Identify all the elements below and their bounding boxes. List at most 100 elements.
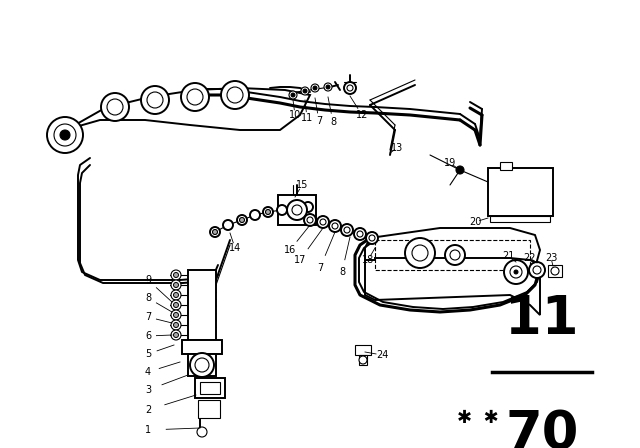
- Text: 18: 18: [362, 255, 374, 265]
- Text: 9: 9: [145, 275, 151, 285]
- Circle shape: [359, 356, 367, 364]
- Circle shape: [317, 216, 329, 228]
- Circle shape: [514, 270, 518, 274]
- Circle shape: [510, 266, 522, 278]
- Text: 11: 11: [301, 113, 313, 123]
- Bar: [182, 340, 222, 354]
- Circle shape: [450, 250, 460, 260]
- Circle shape: [173, 313, 179, 318]
- Circle shape: [171, 320, 181, 330]
- Circle shape: [287, 200, 307, 220]
- Circle shape: [354, 228, 366, 240]
- Bar: [488, 168, 553, 216]
- Circle shape: [223, 220, 233, 230]
- Circle shape: [101, 93, 129, 121]
- Text: 15: 15: [296, 180, 308, 190]
- Bar: [188, 354, 216, 376]
- Text: 5: 5: [145, 349, 151, 359]
- Bar: [375, 240, 530, 270]
- Circle shape: [171, 330, 181, 340]
- Circle shape: [47, 117, 83, 153]
- Circle shape: [171, 300, 181, 310]
- Circle shape: [304, 214, 316, 226]
- Bar: [355, 345, 371, 355]
- Circle shape: [187, 89, 203, 105]
- Text: 23: 23: [545, 253, 557, 263]
- Circle shape: [292, 206, 298, 211]
- Circle shape: [504, 260, 528, 284]
- Circle shape: [237, 215, 247, 225]
- Circle shape: [445, 245, 465, 265]
- Polygon shape: [55, 88, 310, 145]
- Text: 13: 13: [391, 143, 403, 153]
- Circle shape: [173, 323, 179, 327]
- Bar: [548, 265, 562, 277]
- Circle shape: [221, 81, 249, 109]
- Text: 24: 24: [376, 350, 388, 360]
- Circle shape: [239, 217, 244, 223]
- Circle shape: [197, 427, 207, 437]
- Circle shape: [227, 87, 243, 103]
- Circle shape: [551, 267, 559, 275]
- Text: 6: 6: [145, 331, 151, 341]
- Circle shape: [347, 85, 353, 91]
- Bar: [490, 216, 550, 222]
- Text: 20: 20: [469, 217, 481, 227]
- Circle shape: [266, 210, 271, 215]
- Text: 1: 1: [145, 425, 151, 435]
- Bar: [188, 270, 216, 340]
- Polygon shape: [365, 258, 540, 315]
- Circle shape: [141, 86, 169, 114]
- Bar: [198, 400, 220, 418]
- Text: 21: 21: [502, 251, 514, 261]
- Text: 14: 14: [229, 243, 241, 253]
- Circle shape: [405, 238, 435, 268]
- Circle shape: [263, 207, 273, 217]
- Text: 10: 10: [289, 110, 301, 120]
- Circle shape: [212, 229, 218, 234]
- Polygon shape: [365, 228, 540, 278]
- Circle shape: [173, 272, 179, 277]
- Circle shape: [171, 310, 181, 320]
- Circle shape: [60, 130, 70, 140]
- Circle shape: [324, 83, 332, 91]
- Circle shape: [344, 82, 356, 94]
- Text: 3: 3: [145, 385, 151, 395]
- Text: 17: 17: [294, 255, 306, 265]
- Circle shape: [303, 89, 307, 93]
- Text: 19: 19: [444, 158, 456, 168]
- Circle shape: [173, 293, 179, 297]
- Circle shape: [277, 205, 287, 215]
- Bar: [500, 162, 512, 170]
- Text: 16: 16: [284, 245, 296, 255]
- Text: 7: 7: [317, 263, 323, 273]
- Circle shape: [533, 266, 541, 274]
- Circle shape: [341, 224, 353, 236]
- Bar: [278, 195, 316, 225]
- Circle shape: [529, 262, 545, 278]
- Circle shape: [147, 92, 163, 108]
- Text: 7: 7: [316, 116, 322, 126]
- Circle shape: [171, 290, 181, 300]
- Text: 8: 8: [339, 267, 345, 277]
- Circle shape: [369, 235, 375, 241]
- Text: ✱  ✱: ✱ ✱: [457, 409, 499, 427]
- Circle shape: [173, 283, 179, 288]
- Circle shape: [173, 332, 179, 337]
- Text: 8: 8: [145, 293, 151, 303]
- Circle shape: [311, 84, 319, 92]
- Circle shape: [313, 86, 317, 90]
- Circle shape: [171, 280, 181, 290]
- Circle shape: [307, 217, 313, 223]
- Circle shape: [320, 219, 326, 225]
- Circle shape: [332, 223, 338, 229]
- Circle shape: [290, 203, 300, 213]
- Circle shape: [301, 87, 309, 95]
- Bar: [200, 382, 220, 394]
- Circle shape: [344, 227, 350, 233]
- Circle shape: [366, 232, 378, 244]
- Circle shape: [329, 220, 341, 232]
- Circle shape: [412, 245, 428, 261]
- Text: 2: 2: [145, 405, 151, 415]
- Circle shape: [292, 205, 302, 215]
